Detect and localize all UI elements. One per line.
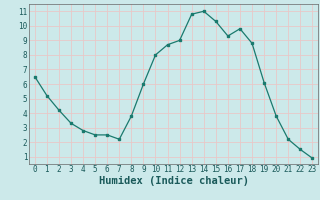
- X-axis label: Humidex (Indice chaleur): Humidex (Indice chaleur): [99, 176, 249, 186]
